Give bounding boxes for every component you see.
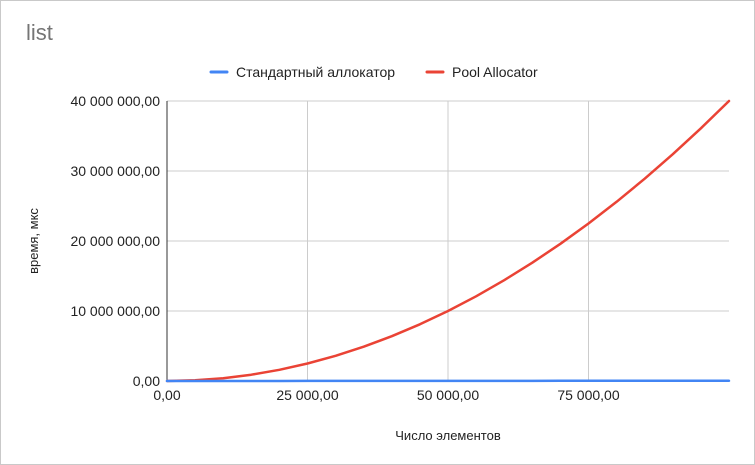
tick-layer: 0,00 10 000 000,00 20 000 000,00 30 000 000… xyxy=(70,93,619,403)
legend-label: Стандартный аллокатор xyxy=(236,64,395,80)
y-tick-label: 10 000 000,00 xyxy=(70,303,160,319)
series-line-1 xyxy=(165,99,731,383)
legend-label: Pool Allocator xyxy=(452,64,538,80)
x-tick-label: 50 000,00 xyxy=(417,387,479,403)
grid-layer xyxy=(167,100,729,381)
legend: Стандартный аллокатор Pool Allocator xyxy=(209,64,538,80)
x-tick-label: 0,00 xyxy=(153,387,180,403)
y-tick-label: 0,00 xyxy=(133,373,160,389)
chart-title: list xyxy=(26,20,53,45)
x-axis-title: Число элементов xyxy=(395,428,501,443)
series-layer xyxy=(165,99,731,383)
y-tick-label: 20 000 000,00 xyxy=(70,233,160,249)
y-axis-title: время, мкс xyxy=(26,208,41,274)
y-tick-label: 40 000 000,00 xyxy=(70,93,160,109)
y-tick-label: 30 000 000,00 xyxy=(70,163,160,179)
x-tick-label: 25 000,00 xyxy=(276,387,338,403)
x-tick-label: 75 000,00 xyxy=(557,387,619,403)
